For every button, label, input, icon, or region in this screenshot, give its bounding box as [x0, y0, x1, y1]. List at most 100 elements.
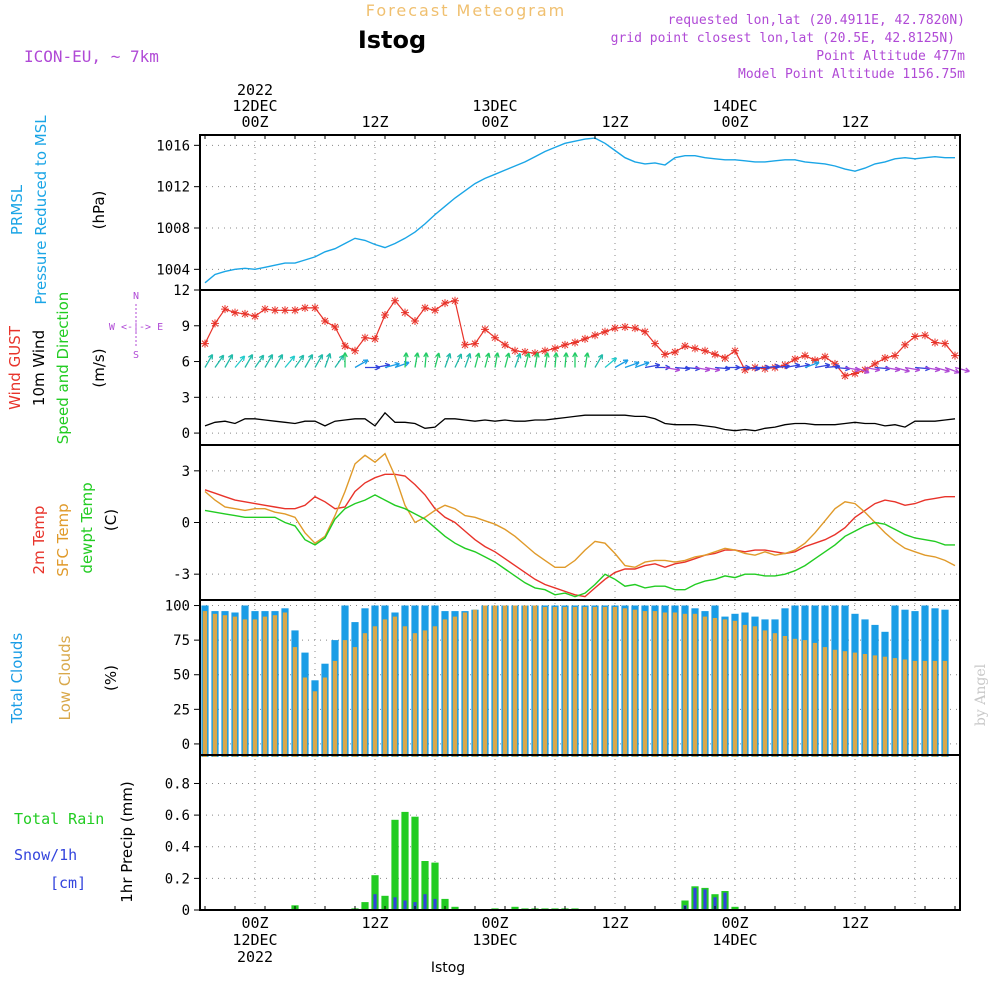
- low-cloud-bar: [902, 659, 908, 757]
- gust-point: [441, 299, 449, 308]
- y-tick-label: 9: [182, 319, 190, 335]
- pressure-line: [204, 137, 955, 284]
- gust-point: [591, 331, 599, 340]
- gust-point: [311, 303, 319, 312]
- y-tick-label: 0.2: [165, 871, 190, 887]
- pressure-unit: (hPa): [90, 191, 108, 230]
- low-cloud-bar: [682, 613, 688, 757]
- low-cloud-bar: [522, 605, 528, 757]
- gust-point: [811, 356, 819, 365]
- gust-point: [271, 306, 279, 315]
- gust-point: [201, 339, 209, 348]
- requested-coords: requested lon,lat (20.4911E, 42.7820N): [668, 13, 965, 28]
- low-cloud-bar: [562, 606, 568, 757]
- gust-point: [711, 350, 719, 359]
- low-cloud-bar: [842, 651, 848, 757]
- gust-point: [571, 338, 579, 347]
- gust-line: [204, 299, 956, 377]
- rain-bar: [431, 862, 439, 910]
- low-cloud-bar: [702, 616, 708, 757]
- low-cloud-bar: [482, 605, 488, 757]
- low-cloud-bar: [512, 605, 518, 757]
- wind-direction-arrow: [444, 352, 452, 368]
- low-cloud-bar: [882, 656, 888, 757]
- axis-layer: [194, 134, 961, 911]
- low-cloud-bar: [752, 626, 758, 757]
- wind-direction-arrow: [584, 352, 590, 368]
- y-tick-label: 3: [182, 464, 190, 480]
- temp2m-line: [204, 473, 955, 598]
- gust-point: [541, 346, 549, 355]
- wind-direction-arrow: [324, 352, 332, 368]
- low-cloud-bar: [922, 660, 928, 757]
- low-cloud-bar: [772, 633, 778, 757]
- pressure-label-1: PRMSL: [8, 184, 26, 235]
- gust-point: [411, 317, 419, 325]
- top-time-label: 00Z: [481, 113, 508, 131]
- bottom-time-label: 00Z: [721, 914, 748, 932]
- wind-direction-arrow: [504, 352, 511, 368]
- temp-unit: (C): [102, 509, 120, 531]
- low-cloud-bar: [912, 660, 918, 757]
- y-tick-label: 1008: [156, 221, 190, 237]
- low-cloud-bar: [832, 649, 838, 757]
- snow-label: Snow/1h: [14, 846, 77, 864]
- top-time-label: 12Z: [361, 113, 388, 131]
- low-cloud-bar: [732, 620, 738, 757]
- top-time-label: 12Z: [841, 113, 868, 131]
- rain-bar: [401, 811, 409, 910]
- gust-point: [551, 344, 559, 353]
- wind-direction-arrow: [514, 352, 522, 368]
- y-tick-label: 1004: [156, 262, 190, 278]
- y-tick-label: 1012: [156, 180, 190, 196]
- gust-point: [871, 359, 879, 368]
- low-cloud-bar: [602, 606, 608, 757]
- wind-direction-arrow: [342, 352, 348, 368]
- low-cloud-bar: [492, 605, 498, 757]
- gust-point: [251, 312, 259, 321]
- low-cloud-bar: [762, 630, 768, 757]
- wind-speed-dir-label: Speed and Direction: [54, 292, 72, 445]
- low-cloud-bar: [262, 616, 268, 757]
- bottom-time-label: 00Z: [481, 914, 508, 932]
- top-time-label: 2022: [237, 81, 273, 99]
- low-cloud-bar: [412, 633, 418, 757]
- gust-point: [891, 351, 899, 360]
- data-layer: [135, 137, 970, 910]
- low-cloud-bar: [692, 613, 698, 757]
- wind-direction-arrow: [594, 353, 604, 368]
- gust-point: [371, 334, 379, 343]
- low-cloud-bar: [532, 605, 538, 757]
- rain-bar: [411, 816, 419, 910]
- gust-point: [451, 296, 459, 305]
- y-tick-label: 0: [182, 737, 190, 753]
- panel-frame-1: [199, 134, 961, 291]
- gust-point: [701, 346, 709, 355]
- y-tick-label: 0: [182, 903, 190, 919]
- low-cloud-bar: [672, 612, 678, 757]
- dewpoint-line: [204, 494, 955, 598]
- gust-point: [521, 348, 529, 356]
- low-cloud-bar: [222, 615, 228, 757]
- y-tick-label: 1016: [156, 138, 190, 154]
- low-cloud-bar: [332, 660, 338, 757]
- gust-point: [481, 325, 489, 334]
- low-cloud-bar: [542, 606, 548, 757]
- gust-point: [951, 351, 959, 360]
- wind-direction-arrow: [524, 352, 531, 368]
- y-tick-label: 0: [182, 516, 190, 532]
- rain-bar: [451, 906, 459, 910]
- gust-point: [501, 340, 509, 349]
- gust-point: [381, 311, 389, 320]
- low-cloud-bar: [582, 606, 588, 757]
- grid-point-coords: grid point closest lon,lat (20.5E, 42.81…: [611, 31, 955, 46]
- gust-point: [561, 340, 569, 349]
- wind-direction-arrow: [534, 352, 540, 368]
- wind-direction-arrow: [244, 353, 254, 368]
- wind-direction-arrow: [634, 361, 650, 369]
- gust-point: [291, 306, 299, 315]
- low-cloud-bar: [392, 616, 398, 757]
- compass-south: S: [133, 350, 139, 361]
- wind-direction-arrow: [274, 353, 284, 368]
